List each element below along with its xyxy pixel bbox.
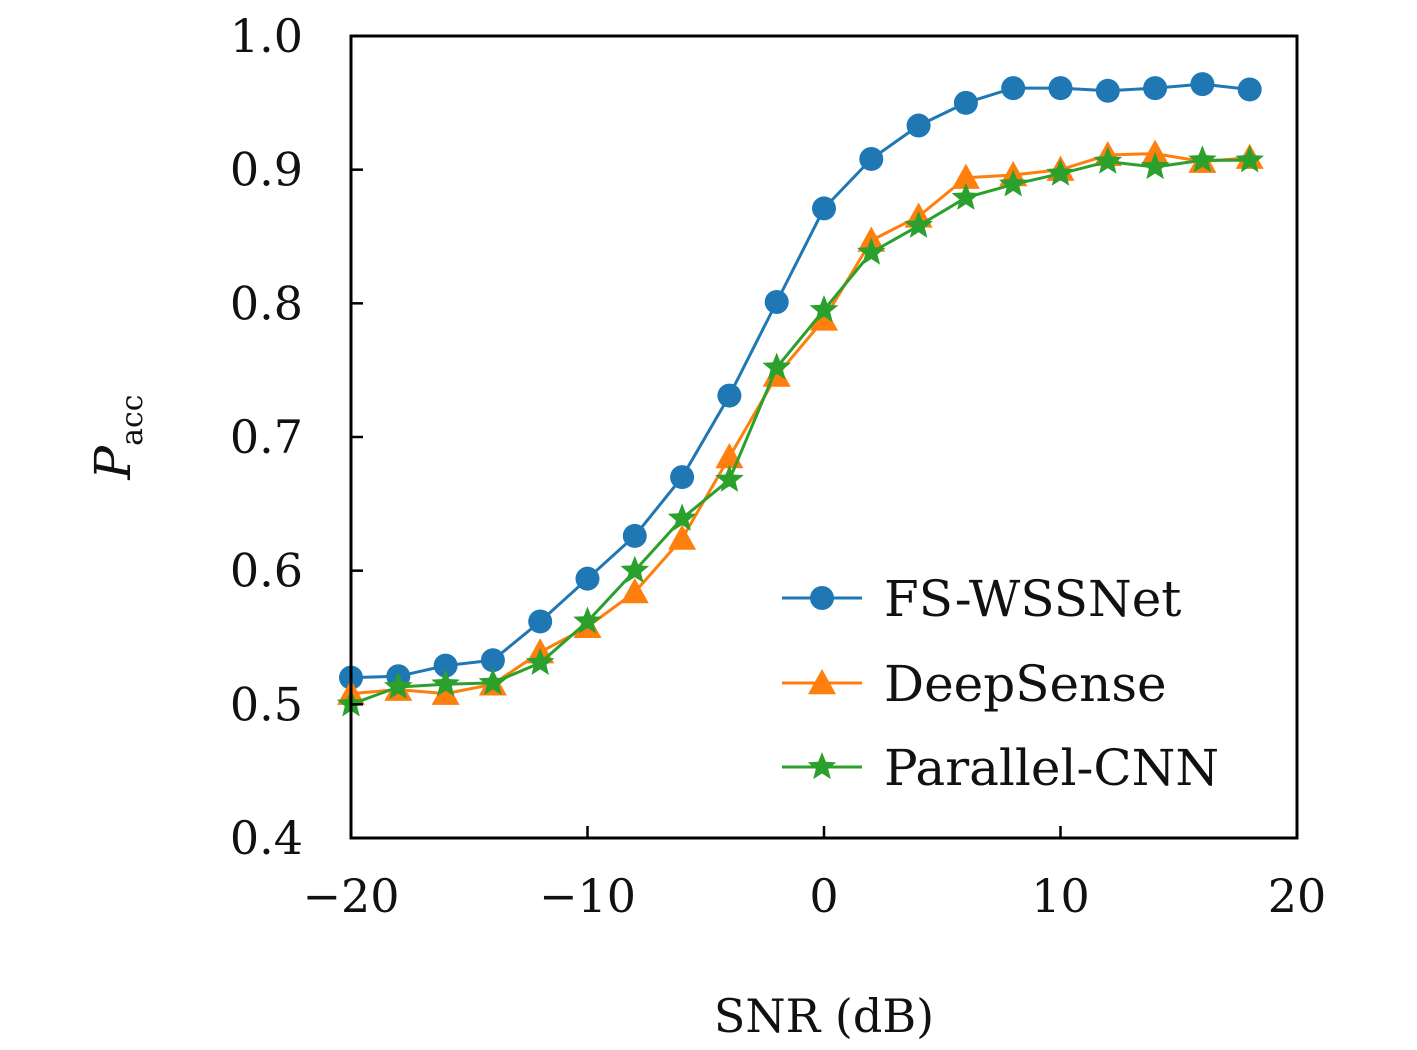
data-point — [951, 182, 981, 210]
data-point — [480, 648, 505, 673]
data-point — [667, 503, 697, 531]
axis-titles: SNR (dB) Pacc — [84, 394, 934, 1043]
x-tick-label: 20 — [1268, 869, 1327, 923]
data-point — [1140, 152, 1170, 180]
ticks-layer: −20 −10 0 10 20 0.4 0.5 0.6 0.7 0.8 0.9 1.0 — [230, 9, 1326, 923]
legend-marker — [810, 586, 834, 610]
data-point — [1235, 145, 1264, 173]
x-axis-title: SNR (dB) — [714, 989, 934, 1043]
data-point — [1093, 146, 1123, 174]
y-axis-title-main: P — [84, 445, 142, 481]
y-tick-label: 0.8 — [230, 276, 303, 330]
legend-entry: FS-WSSNet — [782, 570, 1181, 628]
data-point — [1237, 77, 1262, 102]
legend-entry: DeepSense — [782, 655, 1167, 713]
data-point — [904, 210, 933, 238]
data-point — [809, 295, 839, 323]
data-point — [575, 566, 600, 591]
x-tick-label: 0 — [809, 869, 838, 923]
legend-label: FS-WSSNet — [884, 570, 1181, 628]
legend-label: Parallel-CNN — [884, 739, 1219, 797]
data-point — [906, 113, 931, 138]
y-tick-label: 0.5 — [230, 677, 303, 731]
data-point — [1190, 72, 1215, 97]
data-point — [1048, 76, 1073, 101]
data-point — [1143, 76, 1168, 101]
data-point — [620, 578, 649, 604]
data-point — [717, 383, 742, 408]
series-fs-wssnet — [339, 72, 1262, 690]
data-point — [1095, 78, 1120, 103]
data-point — [433, 653, 458, 678]
y-tick-label: 1.0 — [230, 9, 303, 63]
x-tick-label: 10 — [1031, 869, 1090, 923]
data-point — [670, 465, 695, 490]
data-point — [528, 609, 553, 634]
data-point — [384, 672, 413, 700]
data-point — [998, 169, 1028, 197]
data-point — [953, 90, 978, 115]
legend-entry: Parallel-CNN — [782, 739, 1219, 797]
data-point — [762, 352, 791, 380]
data-point — [951, 163, 980, 189]
data-point — [431, 669, 460, 697]
data-point — [620, 555, 650, 583]
data-point — [622, 523, 647, 548]
y-tick-label: 0.6 — [230, 544, 303, 598]
data-point — [478, 667, 508, 696]
data-point — [573, 606, 602, 634]
x-tick-label: −20 — [302, 869, 399, 923]
data-point — [810, 305, 838, 331]
legend: FS-WSSNet DeepSense Parallel-CNN — [782, 570, 1219, 797]
data-point — [1188, 145, 1217, 173]
data-point — [431, 679, 460, 705]
data-point — [525, 647, 555, 675]
data-point — [1001, 76, 1026, 101]
series-parallel-cnn — [336, 145, 1264, 717]
data-point — [1046, 158, 1075, 186]
data-point — [668, 524, 697, 550]
y-tick-label: 0.4 — [230, 811, 303, 865]
legend-label: DeepSense — [884, 655, 1167, 713]
data-point — [812, 196, 836, 221]
legend-marker — [808, 669, 836, 695]
data-point — [764, 289, 789, 314]
data-point — [857, 237, 886, 265]
x-tick-label: −10 — [539, 869, 636, 923]
y-axis-title-sub: acc — [115, 394, 150, 446]
y-tick-label: 0.7 — [230, 410, 303, 464]
series-layer — [336, 72, 1264, 717]
legend-marker — [807, 752, 837, 780]
y-axis-title: Pacc — [84, 394, 150, 480]
y-tick-label: 0.9 — [230, 143, 303, 197]
data-point — [859, 146, 884, 171]
data-point — [715, 464, 744, 492]
